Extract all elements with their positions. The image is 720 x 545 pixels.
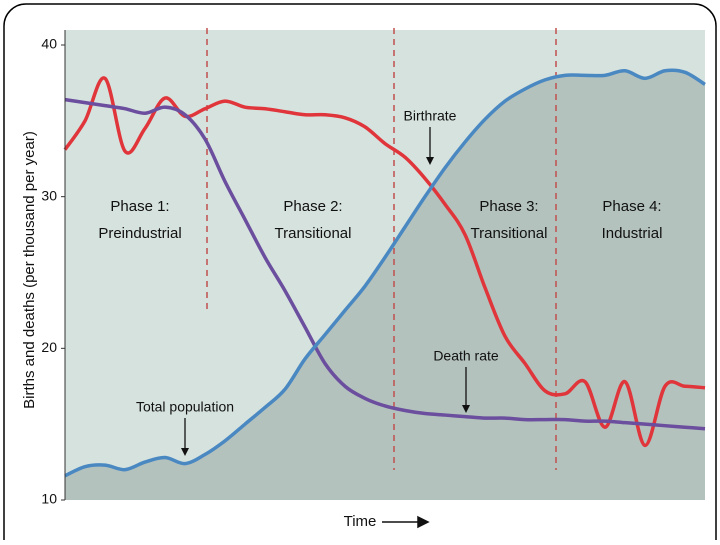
- y-tick-label: 10: [41, 491, 57, 507]
- phase-name: Phase 3:: [479, 198, 538, 215]
- label-arrowhead: [462, 405, 470, 413]
- label-arrowhead: [181, 448, 189, 456]
- series-label: Birthrate: [404, 108, 457, 124]
- series-line: [63, 76, 706, 448]
- series-line: [64, 68, 706, 478]
- phase-label: Preindustrial: [98, 225, 181, 242]
- phase-label: Industrial: [602, 225, 663, 242]
- phase-label: Transitional: [471, 225, 548, 242]
- arrow-head: [417, 515, 430, 529]
- phase-name: Phase 2:: [283, 198, 342, 215]
- y-tick-label: 30: [41, 187, 57, 203]
- y-tick-label: 40: [41, 36, 57, 52]
- series-label: Death rate: [433, 348, 499, 364]
- phase-name: Phase 1:: [110, 198, 169, 215]
- label-arrowhead: [426, 157, 434, 165]
- y-axis-label: Births and deaths (per thousand per year…: [21, 131, 38, 409]
- series-line: [64, 97, 706, 431]
- x-axis-label: Time: [344, 513, 377, 530]
- series-label: Total population: [136, 399, 234, 415]
- phase-name: Phase 4:: [602, 198, 661, 215]
- time-arrow: [382, 515, 430, 529]
- y-tick-label: 20: [41, 339, 57, 355]
- phase-label: Transitional: [275, 225, 352, 242]
